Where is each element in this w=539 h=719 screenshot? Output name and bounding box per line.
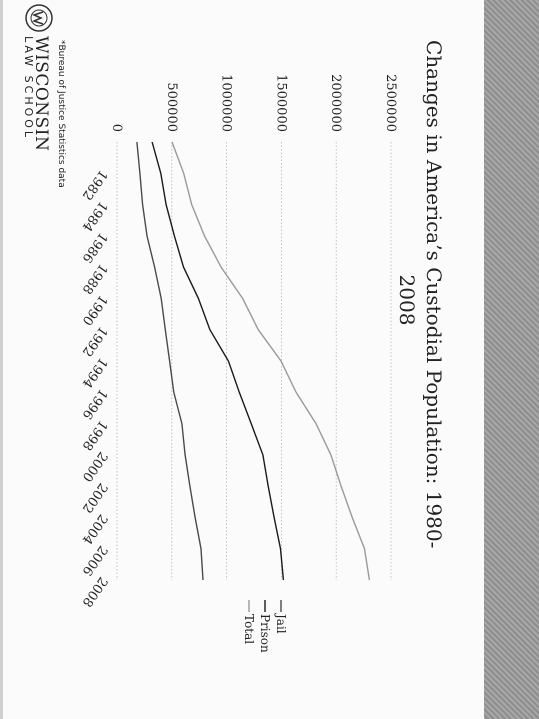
x-tick-label: 2008 [79,574,110,610]
source-note: *Bureau of Justice Statistics data [56,40,66,188]
x-tick-label: 1988 [79,261,110,297]
x-tick-label: 1990 [79,292,110,328]
header-band [484,0,539,719]
y-tick-label: 500000 [164,82,179,132]
series-line-jail [136,141,204,581]
x-tick-label: 1994 [79,355,110,391]
x-tick-label: 1996 [79,386,110,422]
x-tick-label: 1984 [79,198,110,234]
y-tick-label: 0 [109,124,124,132]
legend-label-prison: Prison [258,614,272,653]
x-axis-ticks: 1982198419861988199019921994199619982000… [79,167,110,609]
x-tick-label: 2000 [79,449,110,485]
series-line-prison [151,141,285,581]
y-tick-label: 2000000 [328,74,343,132]
x-tick-label: 1992 [79,323,110,359]
y-tick-label: 1000000 [219,74,234,132]
legend-label-total: Total [242,614,256,644]
chart-title-line1: Changes in America’s Custodial Populatio… [422,40,446,548]
footer: *Bureau of Justice Statistics data WISCO… [22,4,66,188]
x-tick-label: 2006 [79,542,110,578]
logo-law-school: LAW SCHOOL [22,36,35,140]
university-seal-icon [25,4,53,32]
chart-title-line2: 2008 [395,275,419,326]
logo-wisconsin: WISCONSIN [31,36,51,151]
x-tick-label: 2004 [79,511,110,547]
y-tick-label: 2500000 [383,74,398,132]
gridlines [116,142,392,580]
x-tick-label: 1998 [79,417,110,453]
series-lines [136,141,371,581]
y-axis-ticks: 0 500000 1000000 1500000 2000000 2500000 [109,74,398,132]
x-tick-label: 1986 [79,230,110,266]
y-tick-label: 1500000 [273,74,288,132]
x-tick-label: 1982 [79,167,110,203]
slide-edge [0,0,3,719]
x-tick-label: 2002 [79,480,110,516]
legend-label-jail: Jail [274,612,288,634]
series-line-total [171,141,371,581]
